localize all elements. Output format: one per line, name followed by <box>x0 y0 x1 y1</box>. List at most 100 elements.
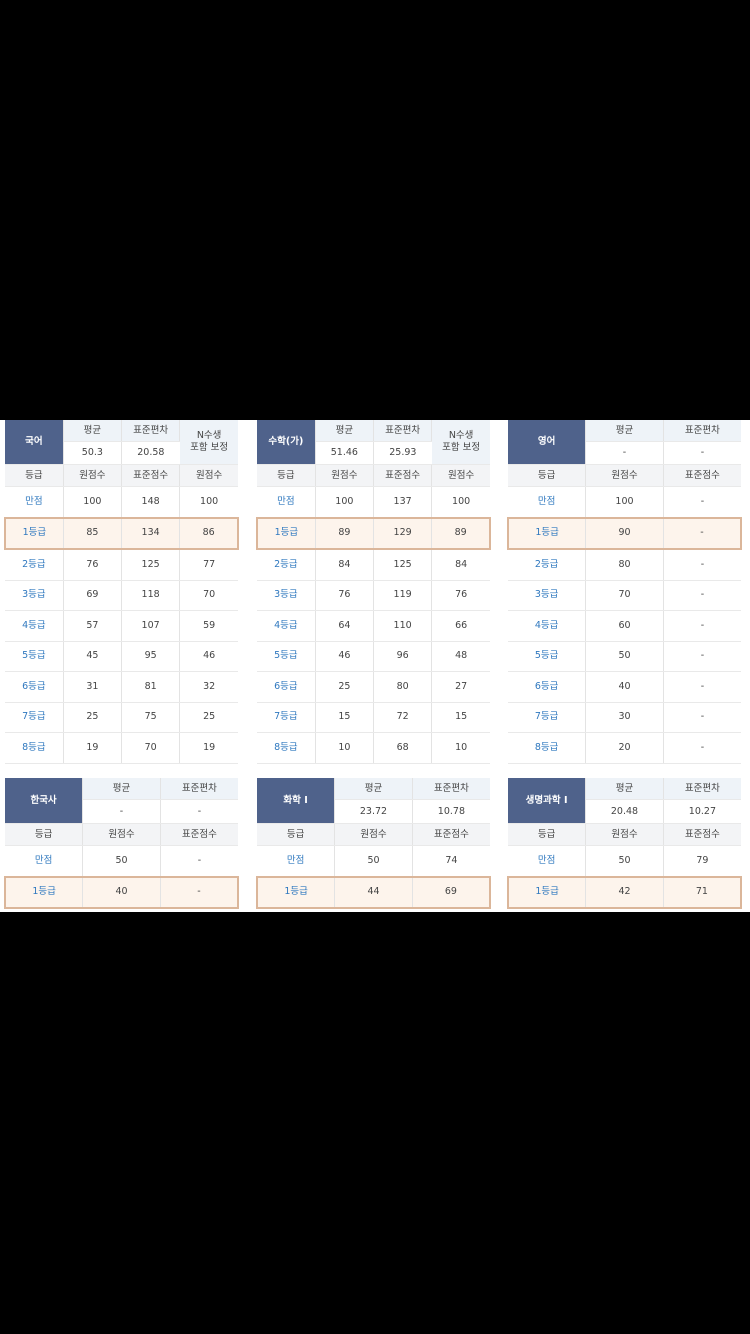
score-value: 86 <box>179 516 240 550</box>
stat-label: 평균 <box>315 420 375 442</box>
score-value: - <box>663 486 741 518</box>
score-value: 50 <box>585 845 664 877</box>
score-value: 134 <box>121 516 181 550</box>
score-value: 20 <box>585 732 664 764</box>
score-value: 40 <box>82 875 161 909</box>
column-header: 표준점수 <box>373 464 433 487</box>
stat-value: - <box>663 441 741 465</box>
grade-label: 1등급 <box>507 516 587 550</box>
stat-label: 평균 <box>585 420 664 442</box>
column-header: 표준점수 <box>121 464 181 487</box>
score-table: 화학 I 평균 표준편차 23.72 10.78 등급 원점수 표준점수 만점 50 74 1등급 44… <box>256 778 491 909</box>
table-row: 2등급 84 125 84 <box>257 549 490 581</box>
score-value: 100 <box>315 486 375 518</box>
grade-label: 6등급 <box>257 671 316 703</box>
grade-label: 4등급 <box>257 610 316 642</box>
column-header: 등급 <box>5 823 84 846</box>
score-value: 19 <box>63 732 123 764</box>
score-value: 90 <box>585 516 664 550</box>
stat-label: 표준편차 <box>663 778 741 800</box>
subject-header: 화학 I <box>257 778 336 824</box>
table-row: 6등급 31 81 32 <box>5 671 238 703</box>
grade-label: 5등급 <box>508 641 587 672</box>
score-value: 15 <box>315 702 375 733</box>
score-value: - <box>663 641 741 672</box>
column-header: 원점수 <box>82 823 161 846</box>
score-value: 125 <box>373 549 433 581</box>
stat-value: - <box>160 799 238 824</box>
stat-value: 50.3 <box>63 441 123 465</box>
grade-label: 2등급 <box>508 549 587 581</box>
score-value: 66 <box>431 610 490 642</box>
score-value: 100 <box>431 486 490 518</box>
score-value: 25 <box>179 702 238 733</box>
table-row: 만점 50 74 <box>257 845 490 877</box>
score-value: 75 <box>121 702 181 733</box>
score-value: 100 <box>585 486 664 518</box>
score-value: 70 <box>585 580 664 611</box>
score-value: 84 <box>315 549 375 581</box>
table-row: 만점 100 148 100 <box>5 486 238 518</box>
score-table: 수학(가) 평균 표준편차 N수생 포함 보정 51.46 25.93 등급 원점수 표준점수 원… <box>255 420 492 764</box>
table-row: 1등급 85 134 86 <box>3 516 240 550</box>
grade-label: 6등급 <box>508 671 587 703</box>
score-value: 25 <box>315 671 375 703</box>
score-value: - <box>663 671 741 703</box>
grade-label: 만점 <box>257 486 316 518</box>
stat-label: 평균 <box>334 778 413 800</box>
column-header: 표준점수 <box>663 464 741 487</box>
score-value: 10 <box>315 732 375 764</box>
table-row: 1등급 44 69 <box>256 875 491 909</box>
stat-label: 표준편차 <box>121 420 181 442</box>
stat-value: 20.58 <box>121 441 180 465</box>
table-row: 7등급 25 75 25 <box>5 702 238 733</box>
stat-value: 20.48 <box>585 799 664 824</box>
score-table: 영어 평균 표준편차 - - 등급 원점수 표준점수 만점 100-1등급 90-2등급 80-3등급… <box>507 420 742 764</box>
score-table: 국어 평균 표준편차 N수생 포함 보정 50.3 20.58 등급 원점수 표준점수 원점수 만점… <box>3 420 240 764</box>
grade-label: 7등급 <box>5 702 64 733</box>
grade-label: 3등급 <box>257 580 316 611</box>
score-value: 148 <box>121 486 181 518</box>
score-value: 100 <box>179 486 238 518</box>
subject-header: 영어 <box>508 420 587 465</box>
stat-label: 표준편차 <box>412 778 490 800</box>
grade-label: 1등급 <box>3 516 64 550</box>
stat-value: - <box>585 441 664 465</box>
column-header: 등급 <box>508 464 587 487</box>
table-row: 만점 100 137 100 <box>257 486 490 518</box>
table-row: 1등급 90- <box>507 516 742 550</box>
stat-label: 표준편차 <box>663 420 741 442</box>
column-header: 원점수 <box>179 464 238 487</box>
column-header: 원점수 <box>585 464 664 487</box>
grade-label: 4등급 <box>5 610 64 642</box>
table-row: 만점 50 79 <box>508 845 741 877</box>
table-row: 8등급 20- <box>508 732 741 764</box>
score-value: 57 <box>63 610 123 642</box>
score-value: 71 <box>663 875 742 909</box>
score-value: 85 <box>63 516 123 550</box>
score-value: 46 <box>179 641 238 672</box>
grade-label: 1등급 <box>507 875 587 909</box>
table-row: 1등급 40- <box>4 875 239 909</box>
score-value: 48 <box>431 641 490 672</box>
score-value: 81 <box>121 671 181 703</box>
column-header: 원점수 <box>63 464 123 487</box>
score-value: 69 <box>63 580 123 611</box>
score-value: 77 <box>179 549 238 581</box>
column-header: 원점수 <box>334 823 413 846</box>
table-row: 7등급 15 72 15 <box>257 702 490 733</box>
score-value: 79 <box>663 845 741 877</box>
score-value: 129 <box>373 516 433 550</box>
score-value: 42 <box>585 875 664 909</box>
score-value: 31 <box>63 671 123 703</box>
score-value: - <box>160 875 239 909</box>
score-value: 25 <box>63 702 123 733</box>
score-value: 15 <box>431 702 490 733</box>
score-value: 70 <box>179 580 238 611</box>
score-value: 68 <box>373 732 433 764</box>
grade-label: 8등급 <box>257 732 316 764</box>
grade-label: 만점 <box>508 486 587 518</box>
grade-label: 3등급 <box>5 580 64 611</box>
score-value: - <box>663 516 742 550</box>
table-row: 8등급 10 68 10 <box>257 732 490 764</box>
